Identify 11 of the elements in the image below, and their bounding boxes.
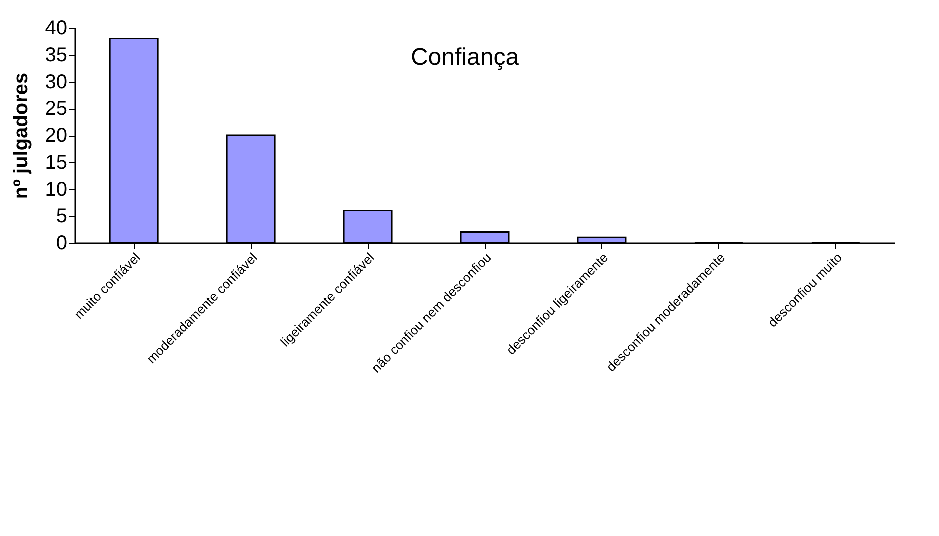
y-tick-label: 15 bbox=[45, 152, 68, 174]
y-tick-label: 0 bbox=[56, 232, 68, 254]
y-tick-label: 5 bbox=[56, 206, 68, 228]
y-tick-label: 35 bbox=[45, 44, 68, 66]
y-tick-label: 20 bbox=[45, 125, 68, 147]
y-axis-title: nº julgadores bbox=[10, 72, 32, 200]
y-tick-label: 40 bbox=[45, 18, 68, 40]
text: Confiança bbox=[410, 44, 520, 71]
y-tick-label: 25 bbox=[45, 98, 68, 120]
y-tick-label: 30 bbox=[45, 71, 68, 94]
y-tick-label: 10 bbox=[45, 178, 68, 201]
